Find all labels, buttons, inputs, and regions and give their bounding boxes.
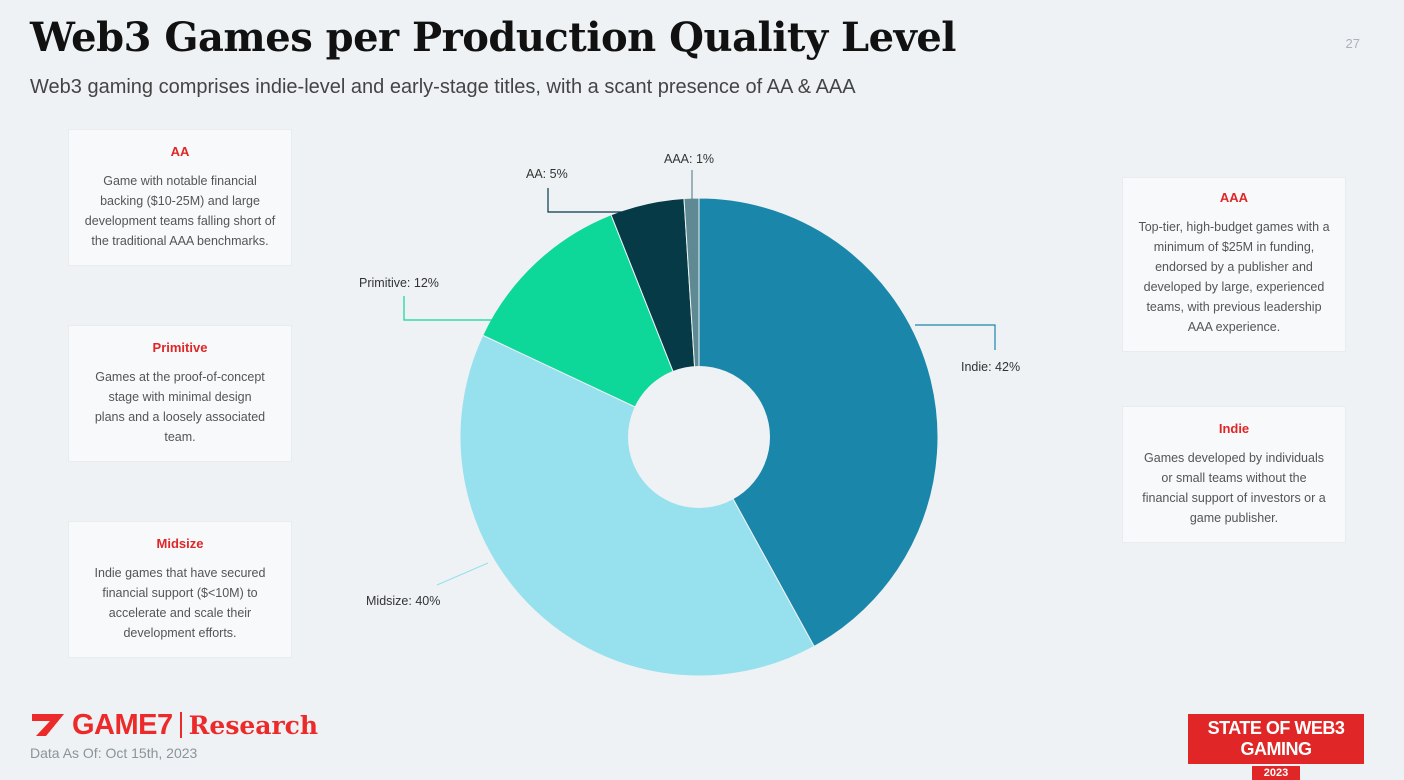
page-subtitle: Web3 gaming comprises indie-level and ea… (30, 76, 856, 98)
definition-card-aa: AA Game with notable financial backing (… (69, 130, 291, 265)
definition-description: Game with notable financial backing ($10… (84, 174, 276, 248)
chart-leader-lines (403, 170, 996, 586)
page-number: 27 (1345, 36, 1360, 51)
definition-card-indie: Indie Games developed by individuals or … (1123, 407, 1345, 542)
definition-description: Games developed by individuals or small … (1142, 451, 1326, 525)
definition-card-midsize: Midsize Indie games that have secured fi… (69, 522, 291, 657)
slice-label: Indie: 42% (961, 360, 1020, 374)
slice-indie (698, 197, 939, 648)
brand-name: GAME7 (72, 708, 173, 741)
state-of-web3-gaming-logo: STATE OF WEB3 GAMING 2023 (1188, 714, 1364, 780)
leader-line (915, 324, 996, 350)
report-year: 2023 (1252, 766, 1300, 780)
definition-title: Indie (1218, 421, 1250, 436)
definition-title: Midsize (156, 536, 204, 551)
page-title: Web3 Games per Production Quality Level (30, 14, 957, 61)
definition-card-aaa: AAA Top-tier, high-budget games with a m… (1123, 178, 1345, 351)
leader-line (547, 188, 622, 213)
slice-label: AA: 5% (526, 167, 568, 181)
definition-description: Games at the proof-of-concept stage with… (94, 370, 266, 444)
definition-title: AA (170, 144, 190, 159)
data-as-of-note: Data As Of: Oct 15th, 2023 (30, 745, 198, 761)
definition-title: Primitive (152, 340, 208, 355)
leader-line (436, 562, 489, 586)
slice-midsize (459, 334, 815, 677)
chart-labels: Indie: 42% Midsize: 40% Primitive: 12% AA: … (359, 152, 1020, 608)
donut-hole (628, 366, 770, 508)
definition-card-primitive: Primitive Games at the proof-of-concept … (69, 326, 291, 461)
report-title: STATE OF WEB3 GAMING (1188, 714, 1364, 764)
logo-divider (179, 712, 182, 738)
game7-research-logo: GAME7 Research (30, 708, 318, 742)
game7-mark-icon (32, 714, 64, 736)
brand-suffix: Research (188, 710, 319, 740)
definition-title: AAA (1219, 190, 1249, 205)
slice-label: AAA: 1% (664, 152, 714, 166)
slice-primitive (482, 214, 700, 438)
definition-description: Indie games that have secured financial … (94, 566, 266, 640)
slice-label: Primitive: 12% (359, 276, 439, 290)
leader-line (403, 296, 492, 321)
slice-label: Midsize: 40% (366, 594, 440, 608)
definition-description: Top-tier, high-budget games with a minim… (1138, 220, 1330, 334)
